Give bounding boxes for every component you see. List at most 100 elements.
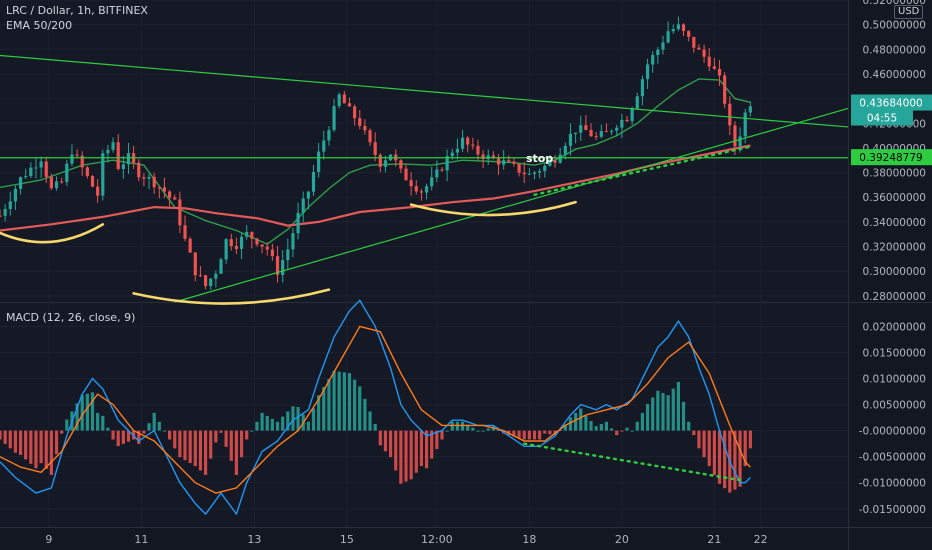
- candle-down: [275, 256, 280, 275]
- histogram-bar-positive: [471, 427, 475, 431]
- candle-down: [507, 160, 511, 162]
- histogram-bar-negative: [34, 430, 38, 469]
- histogram-bar-positive: [332, 370, 336, 431]
- histogram-bar-positive: [687, 421, 691, 431]
- candle-up: [214, 273, 218, 279]
- histogram-bar-negative: [24, 430, 28, 460]
- candle-up: [296, 212, 300, 234]
- histogram-bar-positive: [306, 421, 310, 431]
- histogram-bar-positive: [250, 430, 254, 432]
- candle-down: [347, 103, 352, 107]
- candle-down: [142, 177, 146, 179]
- candle-down: [270, 249, 274, 257]
- histogram-bar-positive: [358, 386, 362, 431]
- histogram-bar-negative: [178, 430, 182, 458]
- candle-down: [440, 169, 444, 171]
- candle-up: [24, 176, 28, 178]
- symbol-legend[interactable]: LRC / Dollar, 1h, BITFINEX: [6, 4, 148, 17]
- candle-down: [137, 162, 141, 178]
- trendline: [174, 107, 849, 303]
- candle-down: [250, 232, 254, 239]
- histogram-bar-negative: [522, 430, 526, 440]
- candle-up: [532, 172, 537, 174]
- histogram-bar-positive: [337, 371, 341, 431]
- macd-legend[interactable]: MACD (12, 26, close, 9): [6, 311, 136, 324]
- candle-down: [353, 106, 357, 119]
- candle-up: [738, 136, 742, 147]
- histogram-bar-negative: [193, 430, 197, 467]
- histogram-bar-negative: [548, 430, 552, 435]
- histogram-bar-positive: [317, 395, 321, 431]
- candle-up: [640, 79, 645, 97]
- price-tick-label: 0.48000000: [863, 44, 926, 56]
- histogram-bar-negative: [435, 430, 439, 450]
- price-tick-label: 0.32000000: [863, 242, 926, 254]
- candle-up: [291, 233, 295, 250]
- histogram-bar-negative: [697, 430, 701, 449]
- histogram-bar-negative: [394, 430, 398, 471]
- curve-annotation: [0, 223, 105, 244]
- candle-down: [183, 225, 187, 239]
- candle-up: [322, 140, 326, 152]
- candle-up: [306, 191, 310, 199]
- candle-up: [666, 31, 670, 43]
- histogram-bar-positive: [373, 423, 377, 431]
- histogram-bar-positive: [152, 412, 156, 431]
- histogram-bar-negative: [527, 430, 531, 440]
- candle-up: [630, 108, 634, 122]
- candle-up: [383, 160, 388, 167]
- candle-down: [733, 125, 737, 147]
- candle-down: [584, 125, 588, 130]
- candle-down: [517, 163, 521, 173]
- candle-down: [692, 36, 696, 48]
- histogram-bar-negative: [203, 430, 208, 475]
- histogram-bar-negative: [234, 430, 239, 475]
- candle-down: [553, 160, 557, 163]
- histogram-bar-negative: [0, 430, 2, 440]
- candle-up: [126, 153, 131, 165]
- candle-up: [563, 145, 567, 155]
- candle-up: [445, 156, 449, 171]
- histogram-bar-negative: [224, 430, 228, 447]
- histogram-bar-negative: [239, 430, 244, 458]
- candle-up: [748, 106, 752, 113]
- histogram-bar-negative: [3, 430, 7, 444]
- histogram-bar-positive: [676, 381, 680, 431]
- candle-up: [281, 260, 285, 275]
- countdown-label: 04:55: [867, 113, 897, 125]
- candle-down: [687, 31, 691, 37]
- macd-pane: [0, 303, 848, 527]
- histogram-bar-negative: [137, 430, 141, 444]
- time-tick-label: 12:00: [421, 533, 453, 546]
- currency-label[interactable]: USD: [894, 5, 924, 19]
- histogram-bar-negative: [543, 430, 547, 434]
- macd-tick-label: 0.01000000: [863, 374, 926, 386]
- candle-down: [404, 168, 408, 181]
- histogram-bar-positive: [599, 423, 603, 431]
- histogram-bar-negative: [111, 430, 115, 440]
- dotted-trendline: [533, 145, 752, 196]
- ema-legend[interactable]: EMA 50/200: [6, 19, 73, 32]
- candle-down: [178, 199, 182, 226]
- candle-down: [80, 155, 84, 168]
- candle-down: [625, 119, 629, 122]
- candle-down: [265, 246, 269, 250]
- histogram-bar-negative: [168, 430, 172, 440]
- candle-up: [224, 239, 228, 260]
- stop-annotation: stop: [526, 152, 554, 165]
- candle-down: [589, 129, 593, 137]
- macd-tick-label: 0.01500000: [863, 347, 926, 359]
- histogram-bar-positive: [681, 401, 686, 431]
- histogram-bar-negative: [18, 430, 23, 455]
- candle-down: [681, 24, 686, 32]
- candle-down: [476, 145, 480, 155]
- candle-down: [491, 155, 495, 159]
- histogram-bar-negative: [707, 430, 711, 467]
- candle-down: [162, 187, 167, 192]
- candle-up: [502, 160, 506, 165]
- candle-up: [435, 169, 439, 178]
- histogram-bar-positive: [147, 423, 151, 431]
- candle-up: [39, 161, 43, 168]
- candle-up: [527, 173, 531, 175]
